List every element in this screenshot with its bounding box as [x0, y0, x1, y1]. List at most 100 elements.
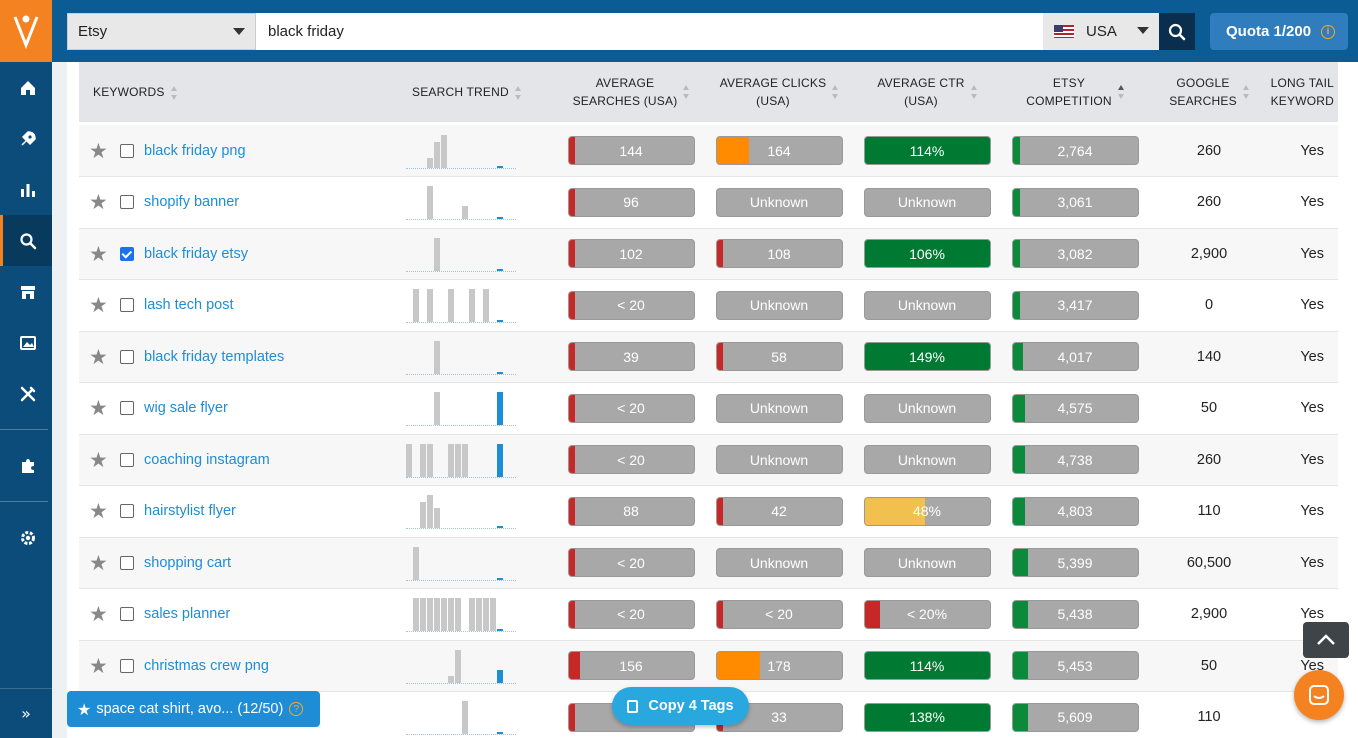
header-google-searches[interactable]: GOOGLE SEARCHES — [1149, 62, 1269, 122]
keyword-link[interactable]: wig sale flyer — [144, 400, 228, 417]
gear-icon — [20, 530, 35, 545]
etsy-competition-bar-value: 5,438 — [1057, 606, 1093, 623]
sidebar-item-rocket[interactable] — [0, 113, 52, 164]
average-searches-bar-value: 156 — [619, 657, 643, 674]
header-etsy-competition[interactable]: ETSY COMPETITION — [1001, 62, 1149, 122]
row-checkbox[interactable] — [120, 246, 134, 261]
info-icon[interactable]: i — [1321, 24, 1336, 39]
search-button[interactable] — [1159, 13, 1195, 50]
average-ctr-bar-value: Unknown — [897, 554, 957, 571]
favorite-star-icon[interactable]: ★ — [89, 138, 108, 163]
help-icon[interactable]: ? — [289, 702, 304, 716]
etsy-competition-bar: 4,738 — [1011, 445, 1139, 475]
header-search-trend[interactable]: SEARCH TREND — [397, 62, 557, 122]
row-checkbox[interactable] — [120, 555, 134, 570]
sort-icon[interactable] — [832, 85, 839, 99]
row-checkbox[interactable] — [120, 658, 134, 673]
keyword-link[interactable]: christmas crew png — [144, 657, 269, 674]
header-keywords[interactable]: KEYWORDS — [79, 62, 397, 122]
tag-list-button[interactable]: ★ space cat shirt, avo... (12/50) ? — [67, 691, 320, 727]
long-tail-value: Yes — [1300, 348, 1324, 365]
sidebar-item-extensions[interactable] — [0, 440, 52, 491]
trend-bar — [462, 443, 468, 477]
favorite-star-icon[interactable]: ★ — [89, 344, 108, 369]
sort-icon[interactable] — [170, 85, 177, 100]
favorite-star-icon[interactable]: ★ — [89, 241, 108, 266]
average-ctr-bar-fill — [864, 240, 990, 268]
trend-bar — [413, 289, 419, 323]
sidebar-item-settings[interactable] — [0, 512, 52, 563]
row-checkbox[interactable] — [120, 195, 134, 210]
platform-select[interactable]: Etsy — [67, 13, 256, 50]
header-average-ctr[interactable]: AVERAGE CTR (USA) — [853, 62, 1001, 122]
sort-icon[interactable] — [970, 85, 977, 99]
sidebar-item-image[interactable] — [0, 317, 52, 368]
keyword-link[interactable]: black friday etsy — [144, 245, 248, 262]
favorite-star-icon[interactable]: ★ — [89, 293, 108, 318]
copy-tags-button[interactable]: Copy 4 Tags — [612, 687, 749, 725]
average-searches-bar: 102 — [567, 239, 695, 269]
sidebar-item-store[interactable] — [0, 266, 52, 317]
etsy-competition-bar: 4,017 — [1011, 342, 1139, 372]
favorite-star-icon[interactable]: ★ — [89, 499, 108, 524]
trend-bar — [434, 392, 440, 426]
row-checkbox[interactable] — [120, 401, 134, 416]
trend-bar — [434, 598, 440, 632]
favorite-star-icon[interactable]: ★ — [89, 550, 108, 575]
favorite-star-icon[interactable]: ★ — [89, 602, 108, 627]
country-select[interactable]: USA — [1043, 13, 1159, 50]
sidebar-item-tools[interactable] — [0, 368, 52, 419]
keyword-link[interactable]: black friday templates — [144, 348, 285, 365]
keyword-link[interactable]: black friday png — [144, 142, 246, 159]
keyword-link[interactable]: shopping cart — [144, 554, 232, 571]
sort-icon[interactable] — [514, 85, 521, 100]
header-long-tail[interactable]: LONG TAIL KEYWORD — [1269, 62, 1338, 122]
etsy-competition-bar-fill — [1012, 394, 1025, 422]
row-checkbox[interactable] — [120, 504, 134, 519]
favorite-star-icon[interactable]: ★ — [89, 653, 108, 678]
keyword-link[interactable]: hairstylist flyer — [144, 503, 236, 520]
favorite-star-icon[interactable]: ★ — [89, 190, 108, 215]
row-checkbox[interactable] — [120, 607, 134, 622]
average-ctr-bar-value: < 20% — [906, 606, 948, 623]
scroll-to-top-button[interactable] — [1303, 622, 1349, 658]
sort-icon[interactable] — [1242, 85, 1249, 99]
sidebar-item-bar-chart[interactable] — [0, 164, 52, 215]
quota-button[interactable]: Quota 1/200 i — [1210, 13, 1348, 50]
average-searches-bar-value: < 20 — [617, 297, 645, 314]
header-average-searches[interactable]: AVERAGE SEARCHES (USA) — [557, 62, 705, 122]
app-logo[interactable] — [0, 0, 52, 62]
favorite-star-icon[interactable]: ★ — [89, 447, 108, 472]
expand-sidebar-button[interactable]: » — [0, 688, 52, 738]
keyword-link[interactable]: sales planner — [144, 606, 231, 623]
keyword-link[interactable]: shopify banner — [144, 194, 240, 211]
average-clicks-bar-value: 42 — [771, 503, 787, 520]
sort-ascending-icon[interactable] — [1117, 85, 1124, 99]
trend-bar — [497, 443, 503, 477]
etsy-competition-bar: 2,764 — [1011, 136, 1139, 165]
header-average-clicks[interactable]: AVERAGE CLICKS (USA) — [705, 62, 853, 122]
search-trend-sparkline — [406, 236, 516, 272]
average-ctr-bar: Unknown — [863, 290, 991, 320]
trend-bar — [406, 443, 412, 477]
trend-bar — [469, 289, 475, 323]
favorite-star-icon[interactable]: ★ — [89, 396, 108, 421]
sidebar-item-home[interactable] — [0, 62, 52, 113]
row-checkbox[interactable] — [120, 143, 134, 158]
sidebar-item-search[interactable] — [0, 215, 52, 266]
search-trend-sparkline — [406, 184, 516, 221]
chat-button[interactable] — [1294, 670, 1344, 720]
sort-icon[interactable] — [683, 85, 690, 99]
row-checkbox[interactable] — [120, 298, 134, 313]
row-checkbox[interactable] — [120, 452, 134, 467]
keyword-link[interactable]: lash tech post — [144, 297, 234, 314]
search-input[interactable] — [256, 13, 1044, 50]
trend-bar — [448, 289, 454, 323]
average-ctr-bar-fill — [864, 343, 990, 371]
search-icon — [19, 232, 36, 249]
trend-bar — [413, 598, 419, 632]
trend-bar — [497, 320, 503, 323]
keyword-link[interactable]: coaching instagram — [144, 451, 270, 468]
average-ctr-bar-value: Unknown — [897, 194, 957, 211]
row-checkbox[interactable] — [120, 349, 134, 364]
